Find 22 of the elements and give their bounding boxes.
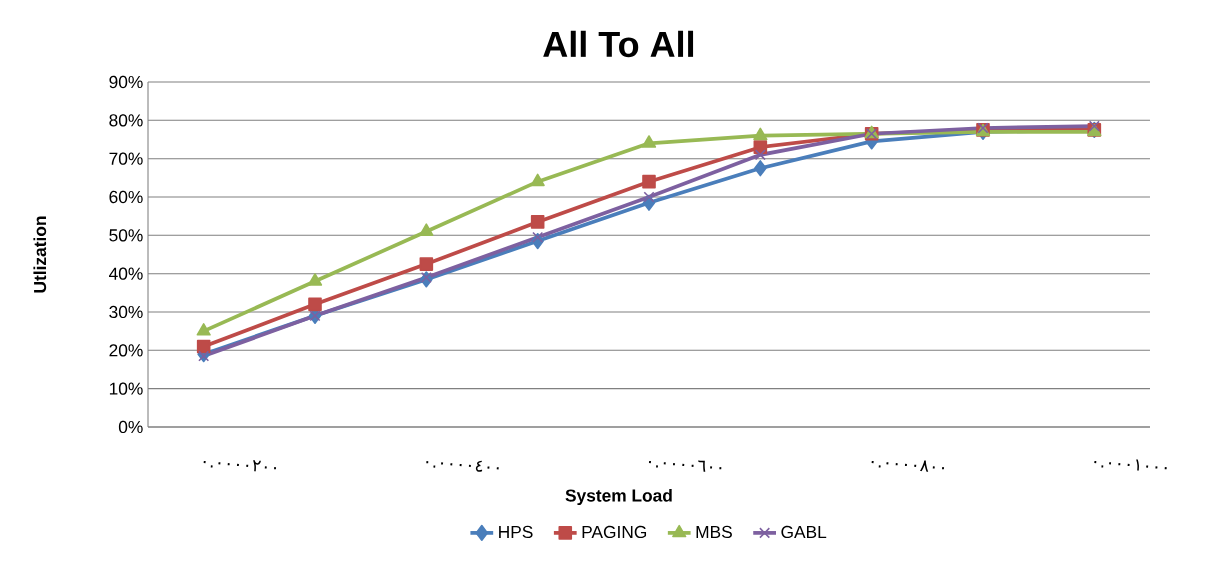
- x-tick-label: ٠.٠٠٠٠٢٠٠: [203, 460, 277, 472]
- legend-label: GABL: [781, 525, 827, 539]
- y-tick-label: 30%: [109, 305, 143, 319]
- y-tick-label: 70%: [109, 152, 143, 165]
- y-tick-label: 50%: [109, 229, 143, 242]
- y-tick-label: 90%: [109, 75, 143, 89]
- y-tick-label: 80%: [109, 114, 143, 127]
- legend-label: PAGING: [582, 525, 647, 539]
- x-tick-label: ٠.٠٠٠١٠٠٠: [1094, 459, 1167, 471]
- y-tick-label: 0%: [118, 420, 143, 434]
- x-tick-label: ٠.٠٠٠٠٨٠٠: [871, 460, 945, 472]
- x-tick-label: ٠.٠٠٠٠٤٠٠: [426, 460, 499, 472]
- x-axis-title: System Load: [565, 488, 672, 506]
- y-tick-label: 10%: [109, 382, 143, 395]
- y-tick-label: 20%: [109, 344, 143, 357]
- y-axis-title: Utlization: [33, 216, 47, 293]
- legend-label: HPS: [499, 525, 533, 539]
- y-tick-label: 60%: [109, 190, 143, 204]
- legend-label: MBS: [696, 525, 732, 539]
- y-tick-label: 40%: [109, 267, 143, 280]
- chart-title: All To All: [543, 30, 694, 58]
- x-tick-label: ٠.٠٠٠٠٦٠٠: [648, 460, 722, 472]
